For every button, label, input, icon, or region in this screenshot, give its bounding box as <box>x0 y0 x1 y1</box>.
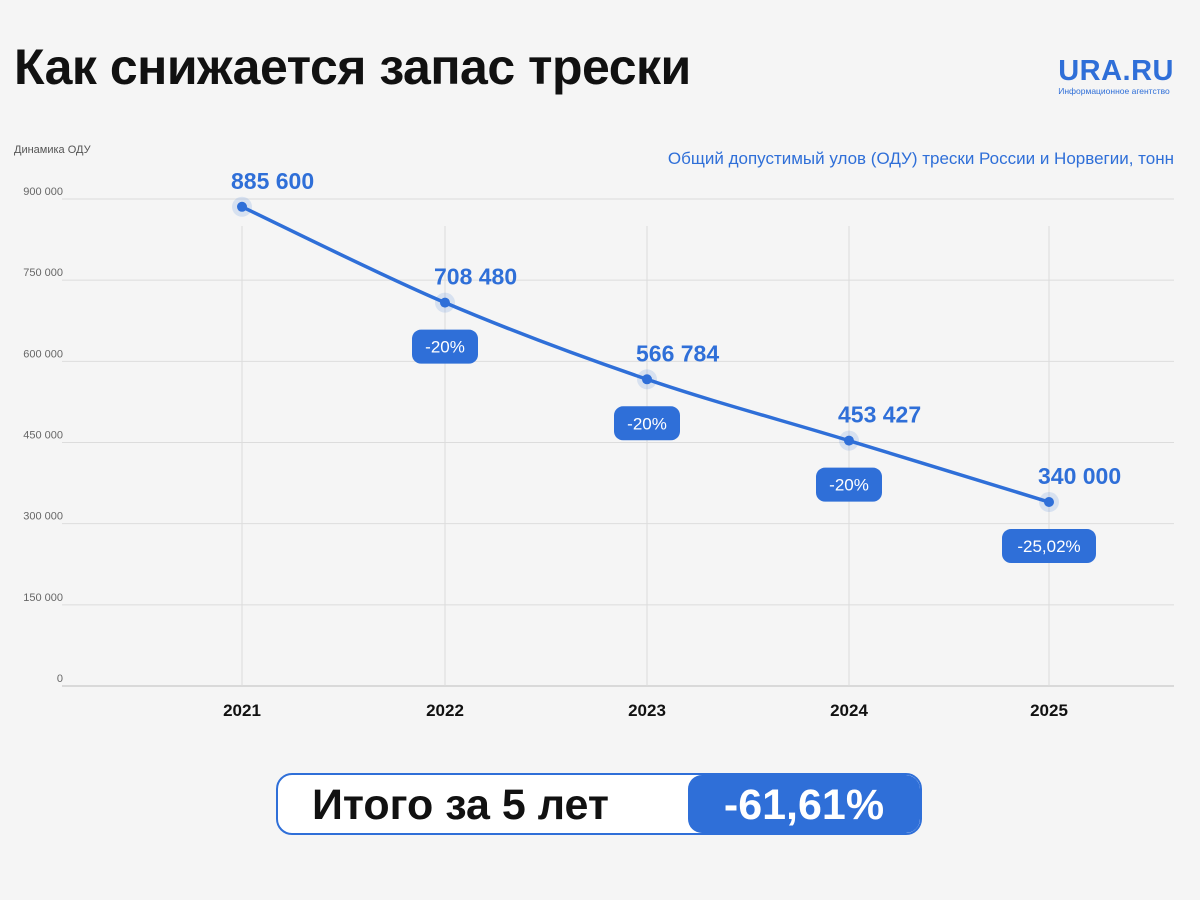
change-badge-label: -20% <box>627 414 667 433</box>
ura-logo[interactable]: URA.RU Информационное агентство <box>1058 56 1174 96</box>
data-label: 566 784 <box>636 340 719 366</box>
change-badge-label: -20% <box>425 338 465 357</box>
data-label: 885 600 <box>231 168 314 194</box>
change-badge-label: -20% <box>829 476 869 495</box>
y-tick-label: 450 000 <box>23 430 63 442</box>
total-summary-box: Итого за 5 лет -61,61% <box>276 773 922 835</box>
y-tick-label: 0 <box>57 673 63 685</box>
data-point <box>237 201 247 212</box>
data-point <box>440 297 450 308</box>
data-point <box>1044 497 1054 508</box>
change-badge <box>816 467 882 502</box>
y-tick-label: 300 000 <box>23 511 63 523</box>
x-tick-label: 2021 <box>223 701 261 720</box>
data-point <box>844 435 854 446</box>
y-axis-caption: Динамика ОДУ <box>14 144 91 156</box>
change-badge <box>614 406 680 441</box>
total-label: Итого за 5 лет <box>312 781 609 829</box>
data-label: 708 480 <box>434 264 517 290</box>
data-label: 453 427 <box>838 402 921 428</box>
change-badge <box>1002 529 1096 564</box>
logo-name: URA.RU <box>1058 55 1174 87</box>
data-point <box>642 374 652 385</box>
x-tick-label: 2023 <box>628 701 666 720</box>
y-tick-label: 150 000 <box>23 592 63 604</box>
chart-subtitle: Общий допустимый улов (ОДУ) трески Росси… <box>667 149 1174 168</box>
x-tick-label: 2025 <box>1030 701 1068 720</box>
page-title: Как снижается запас трески <box>14 39 691 95</box>
total-value-badge: -61,61% <box>688 775 920 833</box>
y-tick-label: 600 000 <box>23 348 63 360</box>
change-badge-label: -25,02% <box>1017 537 1080 556</box>
x-tick-label: 2024 <box>830 701 868 720</box>
x-tick-label: 2022 <box>426 701 464 720</box>
data-label: 340 000 <box>1038 463 1121 489</box>
y-tick-label: 900 000 <box>23 186 63 198</box>
logo-subtitle: Информационное агентство <box>1058 86 1170 96</box>
change-badge <box>412 329 478 364</box>
line-chart: 0 150 000 300 000 450 000 600 000 750 000 900 … <box>23 168 1174 720</box>
y-tick-label: 750 000 <box>23 267 63 279</box>
